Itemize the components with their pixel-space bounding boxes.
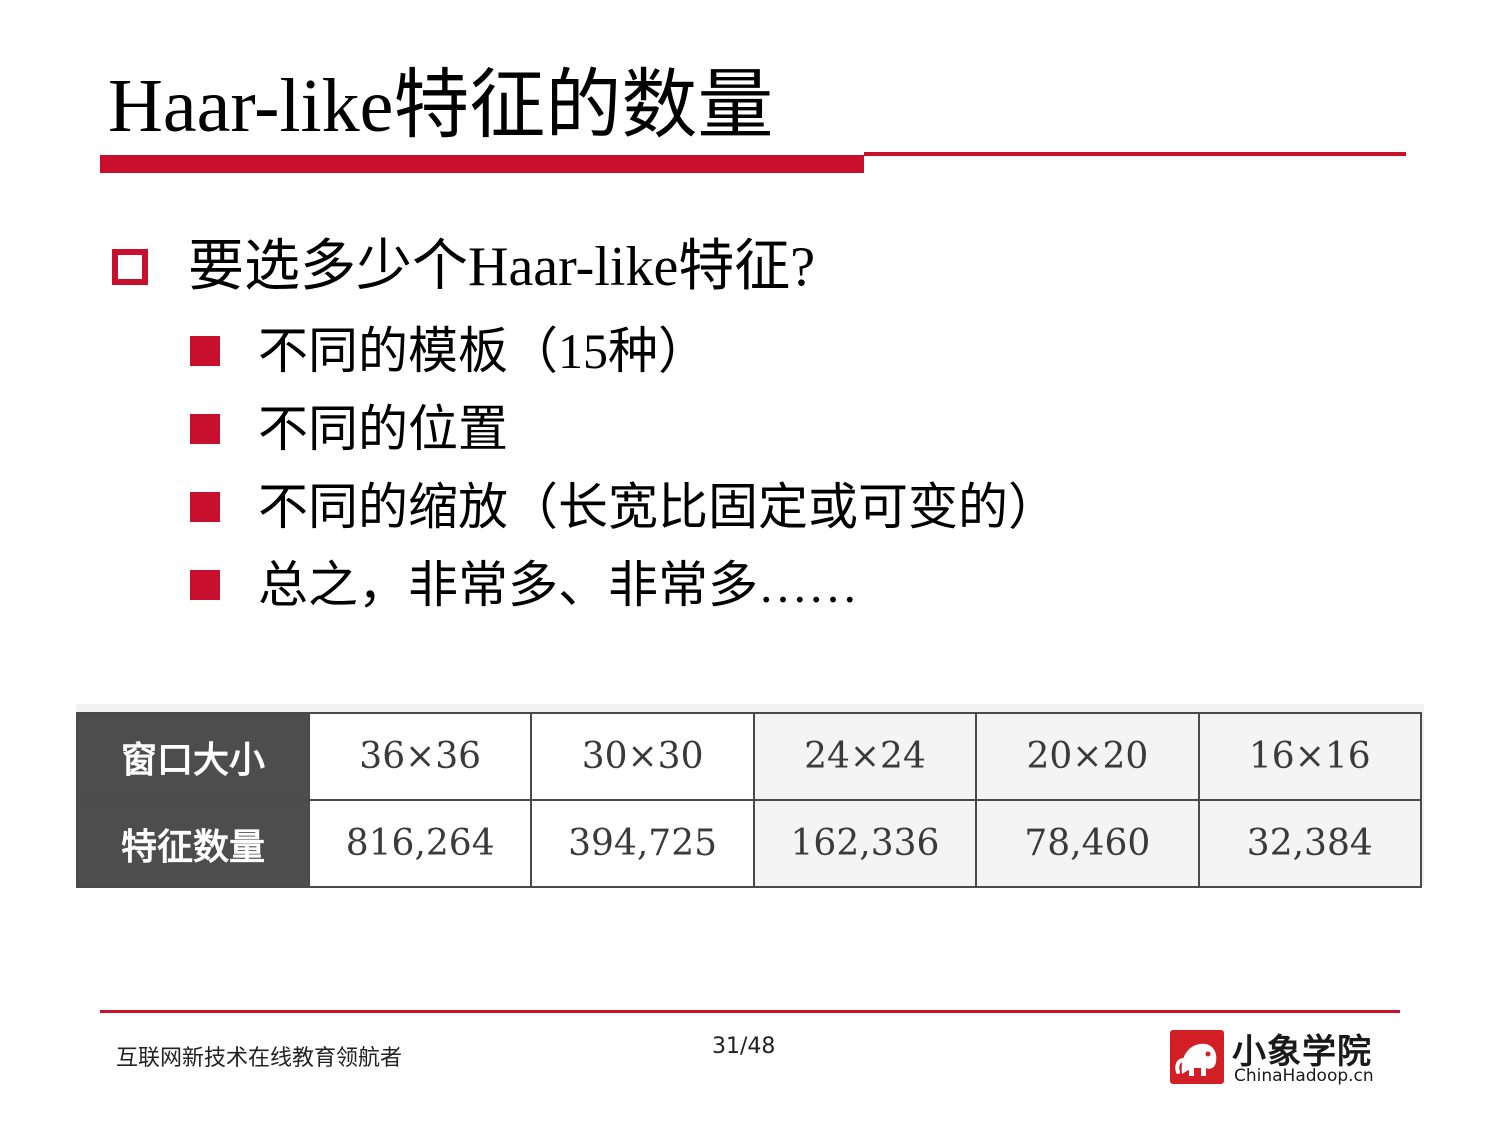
feature-count-table-image: 窗口大小 36×36 30×30 24×24 20×20 16×16 特征数量 … [76, 704, 1424, 888]
table-cell: 20×20 [975, 712, 1200, 801]
page-number: 31/48 [712, 1034, 776, 1059]
elephant-logo-icon [1170, 1030, 1224, 1084]
table-cell: 36×36 [307, 712, 533, 801]
table-row-header: 特征数量 [76, 799, 310, 888]
table-row-header: 窗口大小 [76, 712, 310, 801]
sub-bullet-list: 不同的模板（15种） 不同的位置 不同的缩放（长宽比固定或可变的） 总之，非常多… [190, 312, 1058, 624]
table-cell: 30×30 [530, 712, 755, 801]
title-underline-thick [100, 155, 864, 173]
filled-square-bullet-icon [190, 414, 220, 444]
main-bullet-text: 要选多少个Haar-like特征? [188, 236, 816, 298]
table-cell: 32,384 [1197, 799, 1423, 888]
sub-bullet-item: 不同的缩放（长宽比固定或可变的） [190, 468, 1058, 546]
table-cell: 816,264 [307, 799, 533, 888]
feature-count-table: 窗口大小 36×36 30×30 24×24 20×20 16×16 特征数量 … [76, 712, 1423, 888]
table-cell: 24×24 [752, 712, 978, 801]
sub-bullet-text: 不同的模板（15种） [258, 323, 708, 379]
slide-title: Haar-like特征的数量 [108, 64, 774, 148]
filled-square-bullet-icon [190, 336, 220, 366]
sub-bullet-item: 不同的位置 [190, 390, 1058, 468]
table-cell: 394,725 [530, 799, 755, 888]
brand-logo: 小象学院 ChinaHadoop.cn [1170, 1028, 1390, 1086]
table-row-window-size: 窗口大小 36×36 30×30 24×24 20×20 16×16 [76, 712, 1423, 801]
logo-domain: ChinaHadoop.cn [1234, 1066, 1374, 1086]
footer-divider [100, 1010, 1400, 1013]
main-bullet: 要选多少个Haar-like特征? [112, 232, 815, 302]
sub-bullet-item: 不同的模板（15种） [190, 312, 1058, 390]
footer-tagline: 互联网新技术在线教育领航者 [116, 1046, 403, 1071]
filled-square-bullet-icon [190, 492, 220, 522]
logo-name: 小象学院 [1232, 1032, 1372, 1072]
filled-square-bullet-icon [190, 570, 220, 600]
hollow-square-bullet-icon [112, 249, 148, 285]
table-cell: 16×16 [1197, 712, 1423, 801]
title-underline-thin [864, 152, 1406, 156]
sub-bullet-text: 不同的缩放（长宽比固定或可变的） [258, 479, 1058, 535]
table-row-feature-count: 特征数量 816,264 394,725 162,336 78,460 32,3… [76, 799, 1423, 888]
sub-bullet-text: 不同的位置 [258, 401, 508, 457]
sub-bullet-text: 总之，非常多、非常多…… [258, 557, 858, 613]
sub-bullet-item: 总之，非常多、非常多…… [190, 546, 1058, 624]
table-cell: 78,460 [975, 799, 1200, 888]
table-cell: 162,336 [752, 799, 978, 888]
